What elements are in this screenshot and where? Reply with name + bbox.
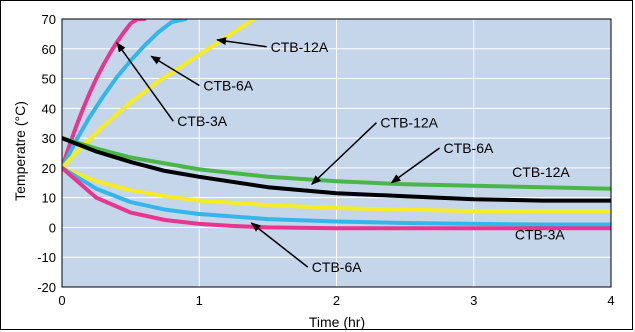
annotation-label: CTB-12A [512,164,570,180]
series-line-6 [62,165,611,214]
annotation-label: CTB-6A [444,140,494,156]
x-tick-label: 1 [196,293,203,308]
y-tick-label: 30 [42,131,56,146]
y-tick-label: -20 [37,280,56,295]
y-tick-label: -10 [37,250,56,265]
x-tick-label: 4 [607,293,614,308]
series-lines [62,19,611,231]
annotation-label: CTB-12A [380,115,438,131]
series-line-4 [62,136,611,191]
y-tick-label: 0 [49,220,56,235]
x-tick-label: 3 [470,293,477,308]
annotation-label: CTB-3A [177,113,227,129]
y-tick-label: 70 [42,12,56,27]
annotation-arrow [116,42,174,122]
series-line-2 [62,19,188,170]
series-line-7 [62,165,611,227]
y-tick-labels: -20 -10 0 10 20 30 40 50 60 70 [37,12,56,295]
y-tick-label: 60 [42,42,56,57]
annotations: CTB-12A CTB-6A CTB-3A CTB-12A CTB-6A CTB-12A C… [116,37,570,275]
y-tick-label: 50 [42,72,56,87]
y-tick-label: 20 [42,161,56,176]
y-tick-label: 10 [42,191,56,206]
annotation-label: CTB-3A [515,226,565,242]
annotation-arrow [390,147,440,184]
series-line-5 [62,136,611,203]
annotation-arrow [150,55,200,87]
annotation-label: CTB-6A [312,259,362,275]
x-axis-label: Time (hr) [309,314,365,330]
x-tick-label: 2 [333,293,340,308]
series-line-1 [62,19,147,170]
y-tick-label: 40 [42,101,56,116]
y-axis-label: Temperatre (°C) [12,101,28,201]
annotation-arrow [216,37,267,48]
plot-border [61,18,612,288]
x-tick-label: 0 [58,293,65,308]
annotation-arrow [311,122,377,185]
x-tick-labels: 0 1 2 3 4 [58,293,614,308]
annotation-label: CTB-12A [271,39,329,55]
annotation-arrow [250,222,309,268]
annotation-label: CTB-6A [203,77,253,93]
